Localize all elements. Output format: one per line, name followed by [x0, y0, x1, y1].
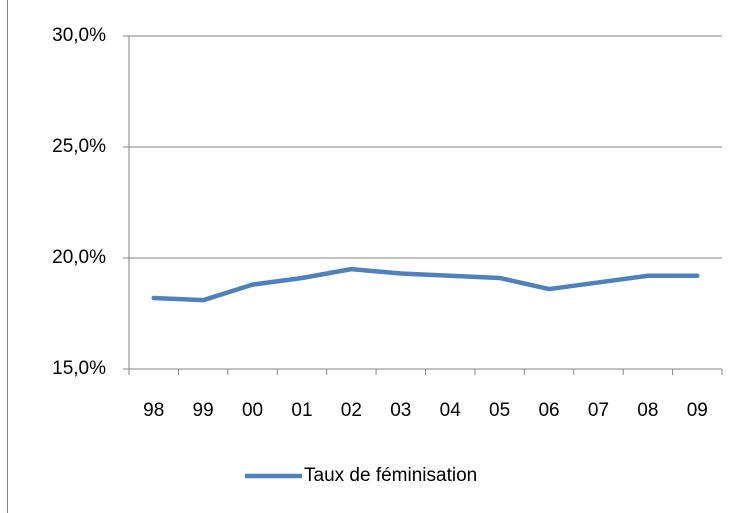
x-tick-label: 00	[242, 400, 263, 421]
x-tick-label: 01	[291, 400, 312, 421]
x-tick-label: 05	[489, 400, 510, 421]
chart-frame	[7, 0, 8, 513]
x-tick-label: 07	[588, 400, 609, 421]
x-tick-label: 02	[341, 400, 362, 421]
y-tick-label: 20,0%	[52, 247, 106, 268]
x-tick-label: 08	[637, 400, 658, 421]
x-tick-label: 06	[538, 400, 559, 421]
legend-label: Taux de féminisation	[304, 465, 477, 486]
data-line	[151, 266, 700, 303]
y-tick-label: 15,0%	[52, 358, 106, 379]
x-tick-label: 03	[390, 400, 411, 421]
x-tick-label: 99	[193, 400, 214, 421]
y-tick-label: 25,0%	[52, 136, 106, 157]
x-tick-label: 09	[687, 400, 708, 421]
x-tick-label: 04	[440, 400, 462, 421]
x-tick-label: 98	[143, 400, 164, 421]
y-tick-label: 30,0%	[52, 25, 106, 46]
